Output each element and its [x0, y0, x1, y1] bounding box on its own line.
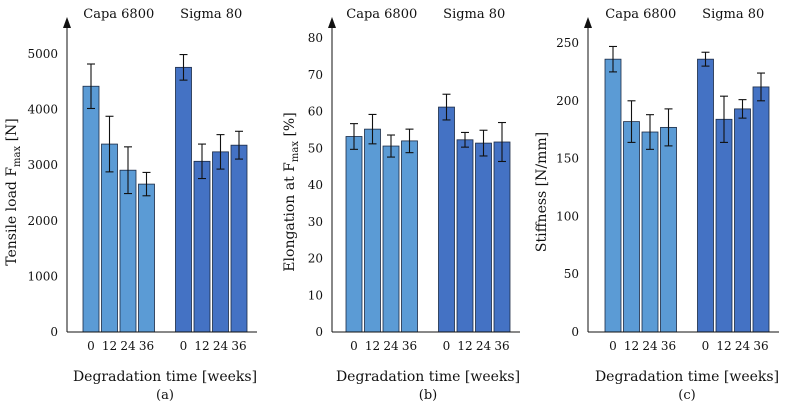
bar	[456, 139, 474, 333]
y-tick-label: 60	[308, 105, 323, 119]
x-tick-label: 36	[402, 339, 417, 353]
x-tick-label: 0	[350, 339, 358, 353]
y-tick-label: 30	[308, 215, 323, 229]
y-tick-label: 50	[564, 267, 579, 281]
x-tick-label: 12	[365, 339, 380, 353]
x-tick-label: 0	[609, 339, 617, 353]
y-tick-label: 70	[308, 68, 323, 82]
y-tick-label: 4000	[27, 103, 58, 117]
y-tick-label: 1000	[27, 269, 58, 283]
y-axis-title-unit: [N]	[4, 118, 20, 146]
y-axis-title-main: Stiffness [N/mm]	[534, 132, 550, 252]
bar	[138, 183, 155, 333]
x-tick-label: 24	[213, 339, 229, 353]
panel-label: (c)	[678, 388, 695, 403]
y-tick-label: 50	[308, 141, 323, 155]
y-tick-label: 20	[308, 252, 323, 266]
y-axis-title-unit: [%]	[282, 112, 298, 141]
group-label: Sigma 80	[443, 7, 505, 22]
panel-2: 0 10 20 30 40 50 60 70 80 Elongation at Fmax [%] 0…	[282, 7, 520, 403]
y-axis-title: Tensile load Fmax [N]	[4, 118, 23, 266]
y-tick-label: 0	[50, 325, 58, 339]
x-tick-label: 36	[231, 339, 246, 353]
bar	[475, 142, 492, 333]
bar	[697, 58, 714, 333]
y-axis-title-main: Elongation at F	[282, 162, 298, 272]
x-axis-title: Degradation time [weeks]	[595, 369, 779, 385]
y-tick-label: 5000	[27, 47, 58, 61]
y-tick-label: 2000	[27, 214, 58, 228]
y-axis-arrow	[328, 17, 336, 28]
x-tick-label: 12	[102, 339, 117, 353]
y-axis-title: Elongation at Fmax [%]	[282, 112, 301, 271]
y-tick-label: 100	[556, 209, 579, 223]
y-axis-title-subscript: max	[12, 146, 23, 167]
bar	[715, 118, 733, 333]
bar	[401, 140, 418, 333]
bar	[623, 121, 640, 333]
bar	[641, 131, 659, 333]
y-axis-title-subscript: max	[290, 141, 301, 162]
y-tick-label: 200	[556, 94, 579, 108]
y-tick-label: 150	[556, 152, 579, 166]
panel-label: (b)	[419, 388, 437, 403]
x-tick-label: 36	[661, 339, 676, 353]
x-tick-label: 0	[87, 339, 95, 353]
x-tick-label: 12	[716, 339, 731, 353]
y-axis-title-main: Tensile load F	[4, 167, 20, 266]
group-label: Capa 6800	[83, 7, 154, 22]
x-tick-label: 12	[194, 339, 209, 353]
x-tick-label: 0	[702, 339, 710, 353]
group-label: Sigma 80	[180, 7, 242, 22]
bar	[212, 151, 229, 333]
group-label: Capa 6800	[605, 7, 676, 22]
y-tick-label: 250	[556, 36, 579, 50]
bar	[752, 86, 770, 333]
x-tick-label: 36	[139, 339, 154, 353]
x-tick-label: 24	[383, 339, 399, 353]
bar	[119, 169, 137, 333]
x-axis-title: Degradation time [weeks]	[73, 369, 257, 385]
bar	[82, 85, 100, 333]
bar	[604, 58, 622, 333]
x-tick-label: 36	[753, 339, 768, 353]
y-tick-label: 80	[308, 31, 323, 45]
x-tick-label: 24	[120, 339, 136, 353]
x-tick-label: 0	[443, 339, 451, 353]
x-tick-label: 12	[457, 339, 472, 353]
bar	[660, 126, 677, 333]
x-tick-label: 24	[476, 339, 492, 353]
bar	[493, 141, 511, 333]
bar	[230, 144, 248, 333]
bar	[193, 160, 211, 333]
y-tick-label: 0	[315, 325, 323, 339]
x-tick-label: 0	[180, 339, 188, 353]
bar	[382, 145, 400, 333]
y-tick-label: 40	[308, 178, 323, 192]
y-tick-label: 3000	[27, 158, 58, 172]
bar	[175, 66, 192, 333]
panel-label: (a)	[156, 388, 174, 403]
x-tick-label: 36	[494, 339, 509, 353]
group-label: Capa 6800	[346, 7, 417, 22]
bar	[364, 128, 381, 333]
y-tick-label: 10	[308, 288, 323, 302]
y-axis-arrow	[63, 17, 71, 28]
group-label: Sigma 80	[702, 7, 764, 22]
y-tick-label: 0	[571, 325, 579, 339]
x-axis-title: Degradation time [weeks]	[336, 369, 520, 385]
bar	[438, 106, 455, 333]
panel-1: 0 1000 2000 3000 4000 5000 Tensile load Fmax […	[4, 7, 257, 403]
x-tick-label: 12	[624, 339, 639, 353]
y-axis-arrow	[584, 17, 592, 28]
y-axis-title: Stiffness [N/mm]	[534, 132, 550, 252]
bar	[734, 108, 751, 333]
x-tick-label: 24	[735, 339, 751, 353]
x-tick-label: 24	[642, 339, 658, 353]
bar	[345, 136, 363, 333]
